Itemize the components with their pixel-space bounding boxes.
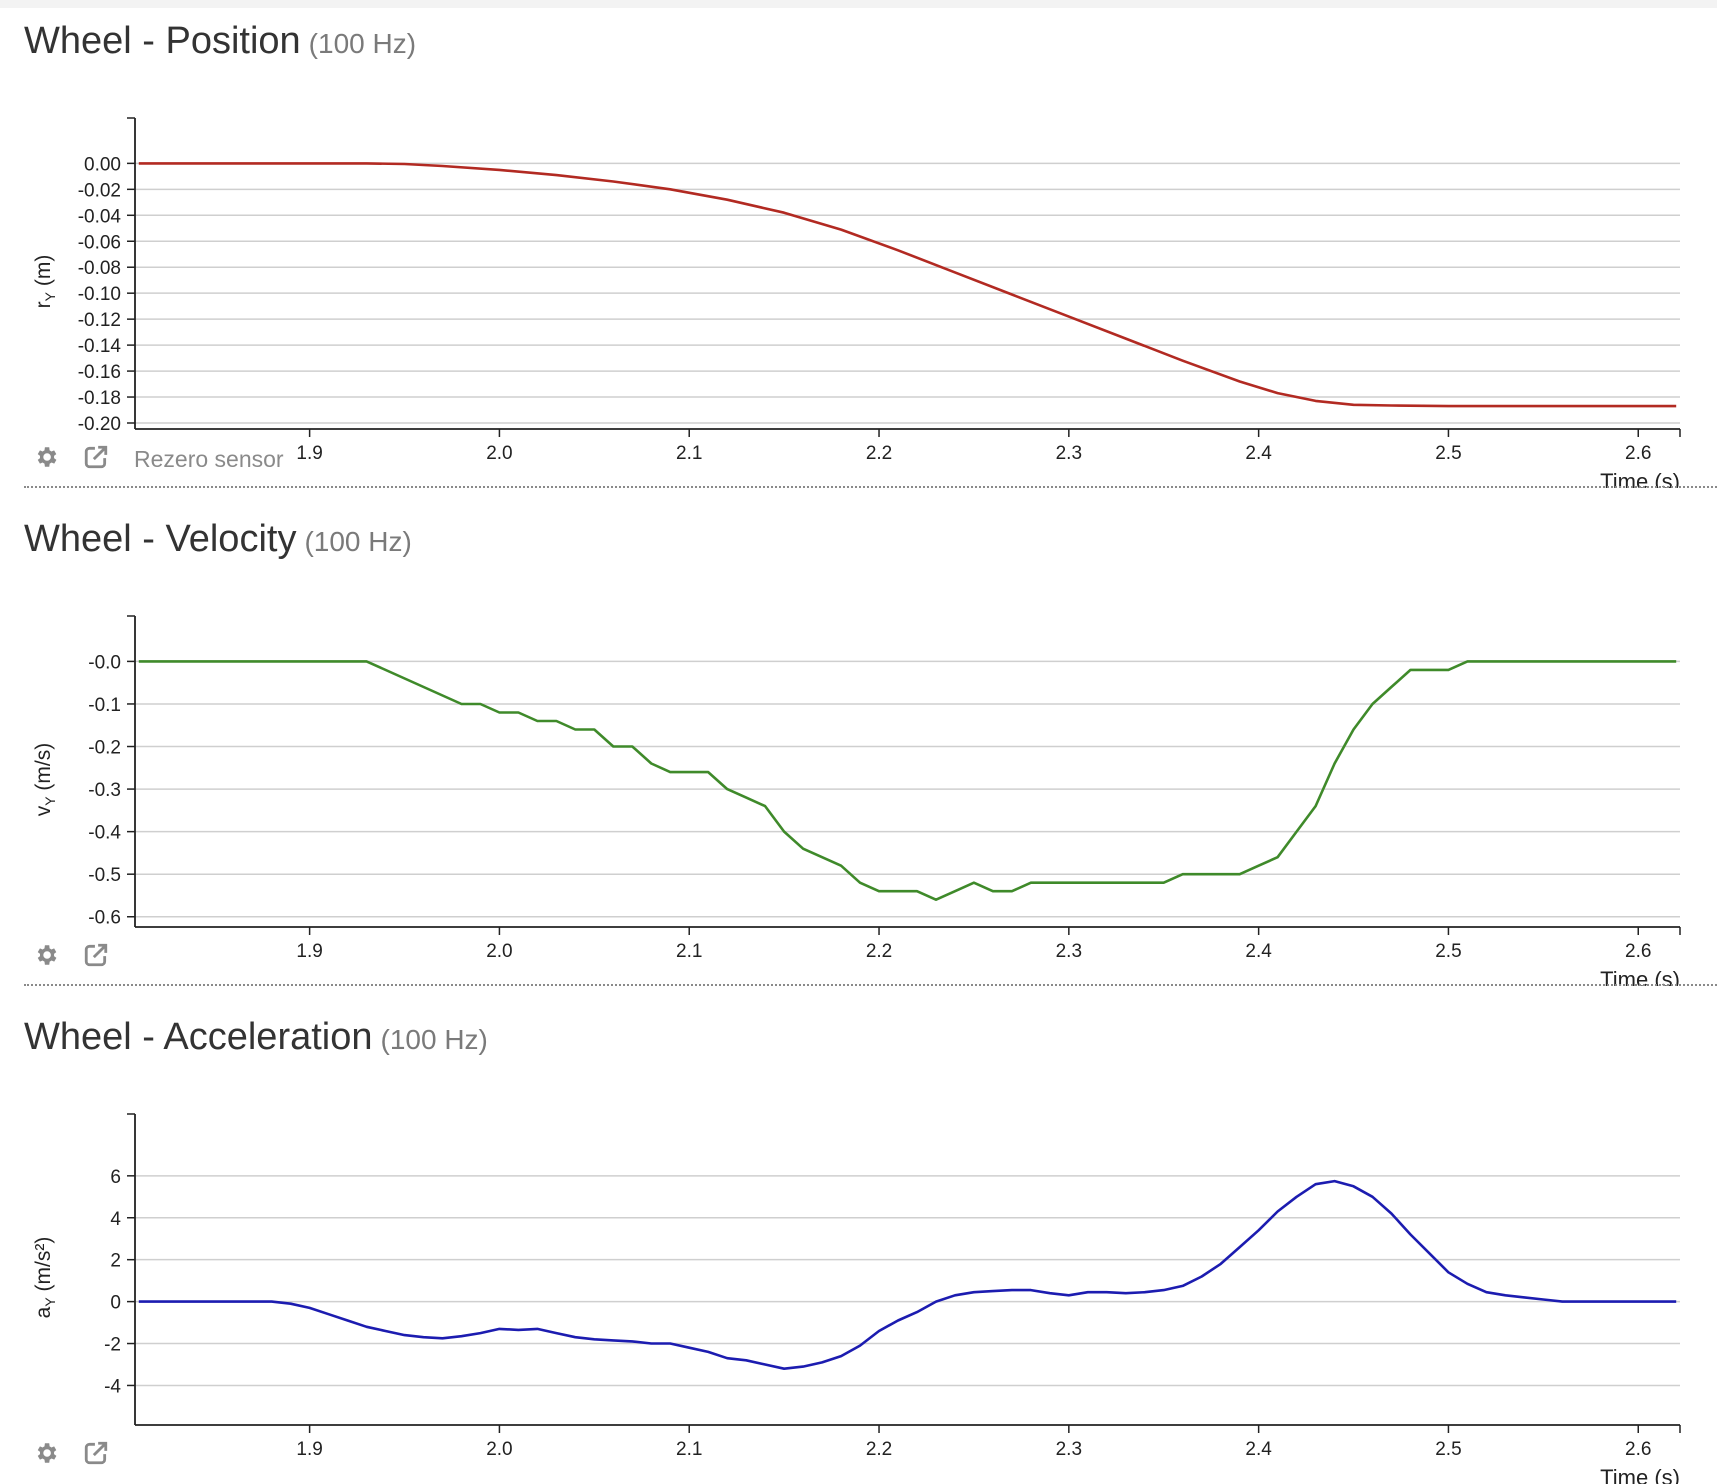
gear-icon[interactable] [33, 1440, 59, 1466]
x-tick-label: 2.0 [486, 1439, 512, 1460]
y-tick-label: 2 [110, 1251, 121, 1272]
panel-title: Wheel - Acceleration (100 Hz) [24, 1016, 488, 1059]
x-tick-label: 2.3 [1056, 443, 1082, 464]
series-line [138, 1179, 1677, 1371]
panel-title: Wheel - Position (100 Hz) [24, 20, 416, 63]
top-bar [0, 0, 1717, 8]
y-tick-label: -0.12 [78, 310, 121, 331]
y-tick-label: -0.18 [78, 388, 121, 409]
y-tick-label: -0.3 [88, 780, 121, 801]
x-tick-label: 2.3 [1056, 941, 1082, 962]
sample-rate-label: (100 Hz) [304, 526, 412, 557]
x-tick-label: 1.9 [296, 941, 322, 962]
sample-rate-label: (100 Hz) [308, 28, 417, 59]
x-axis-label: Time (s) [1600, 967, 1680, 986]
sample-rate-label: (100 Hz) [380, 1024, 488, 1055]
y-tick-label: -0.06 [78, 232, 121, 253]
x-tick-label: 2.5 [1435, 941, 1461, 962]
x-tick-label: 2.2 [866, 443, 892, 464]
panel-divider [24, 984, 1717, 986]
x-tick-label: 2.6 [1625, 941, 1651, 962]
y-tick-label: -0.1 [88, 695, 121, 716]
x-tick-label: 2.2 [866, 941, 892, 962]
x-tick-label: 2.1 [676, 1439, 702, 1460]
y-axis-label: rY (m) [32, 255, 58, 309]
y-axis-label: aY (m/s²) [32, 1237, 58, 1319]
x-tick-label: 2.5 [1435, 1439, 1461, 1460]
y-tick-label: -0.20 [78, 414, 121, 435]
popout-icon[interactable] [83, 444, 109, 470]
y-tick-label: -0.04 [78, 206, 122, 227]
x-tick-label: 2.2 [866, 1439, 892, 1460]
gear-icon[interactable] [33, 444, 59, 470]
y-tick-label: -4 [104, 1376, 121, 1397]
y-tick-label: -0.0 [88, 652, 121, 673]
panel-footer: Rezero sensor [0, 444, 1717, 474]
x-tick-label: 2.4 [1245, 443, 1272, 464]
x-tick-label: 2.4 [1245, 941, 1272, 962]
y-tick-label: -0.14 [78, 336, 122, 357]
panel-footer [0, 942, 1717, 972]
y-tick-label: -0.6 [88, 908, 121, 929]
rezero-sensor-link[interactable]: Rezero sensor [134, 446, 284, 472]
y-tick-label: 6 [110, 1167, 121, 1188]
velocity-chart: -0.0 -0.1 -0.2 -0.3 -0.4 -0.5 -0.6 1.9 2.0 2.1 2.2… [32, 615, 1681, 986]
series-line [138, 162, 1677, 408]
acceleration-panel: Wheel - Acceleration (100 Hz) 6 4 2 0 -2 -4 1.9… [0, 1016, 1717, 1484]
y-tick-label: -0.02 [78, 180, 121, 201]
popout-icon[interactable] [83, 1440, 109, 1466]
x-tick-label: 2.5 [1435, 443, 1461, 464]
x-tick-label: 2.6 [1625, 1439, 1651, 1460]
y-tick-label: -2 [104, 1335, 121, 1356]
y-tick-label: -0.4 [88, 823, 121, 844]
panel-title: Wheel - Velocity (100 Hz) [24, 518, 412, 561]
y-tick-label: -0.16 [78, 362, 121, 383]
panel-title-text: Wheel - Velocity [24, 518, 297, 560]
series-line [138, 660, 1677, 902]
y-tick-label: 0 [110, 1293, 121, 1314]
position-panel: Wheel - Position (100 Hz) 0.00 -0.02 -0.04 -… [0, 20, 1717, 490]
panel-footer [0, 1440, 1717, 1470]
x-tick-label: 2.0 [486, 443, 512, 464]
x-axis-label: Time (s) [1600, 469, 1680, 488]
panel-title-text: Wheel - Position [24, 20, 301, 62]
position-chart: 0.00 -0.02 -0.04 -0.06 -0.08 -0.10 -0.12 -0.14 -… [32, 117, 1681, 488]
x-tick-label: 1.9 [296, 1439, 322, 1460]
panel-title-text: Wheel - Acceleration [24, 1016, 373, 1058]
x-tick-label: 2.1 [676, 941, 702, 962]
x-tick-label: 2.1 [676, 443, 702, 464]
x-tick-label: 2.4 [1245, 1439, 1272, 1460]
velocity-panel: Wheel - Velocity (100 Hz) -0.0 -0.1 -0.2 -0.… [0, 518, 1717, 986]
y-tick-label: 4 [110, 1209, 121, 1230]
x-tick-label: 2.3 [1056, 1439, 1082, 1460]
popout-icon[interactable] [83, 942, 109, 968]
y-tick-label: -0.10 [78, 284, 121, 305]
y-tick-label: -0.5 [88, 865, 121, 886]
gear-icon[interactable] [33, 942, 59, 968]
y-tick-label: 0.00 [84, 154, 121, 175]
x-tick-label: 1.9 [296, 443, 322, 464]
panel-divider [24, 486, 1717, 488]
y-axis-label: vY (m/s) [32, 743, 58, 817]
y-tick-label: -0.08 [78, 258, 121, 279]
x-tick-label: 2.0 [486, 941, 512, 962]
x-tick-label: 2.6 [1625, 443, 1651, 464]
y-tick-label: -0.2 [88, 738, 121, 759]
